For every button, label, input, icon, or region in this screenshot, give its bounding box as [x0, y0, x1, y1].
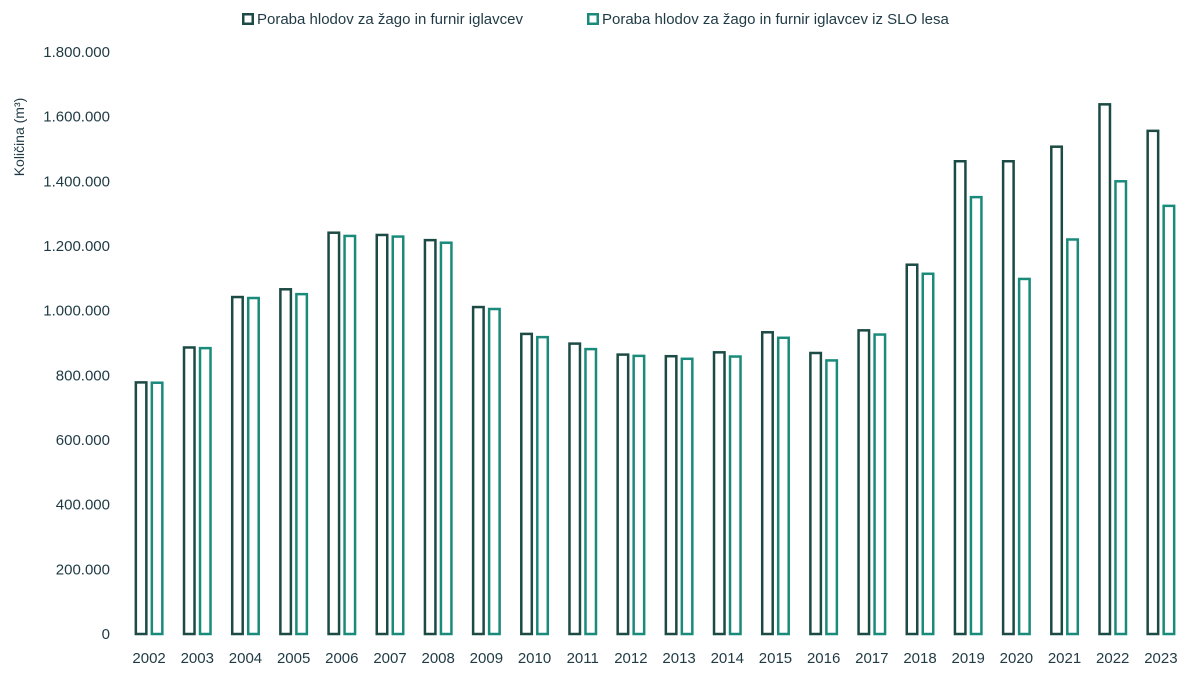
x-tick-label: 2004 [229, 650, 262, 667]
bar-total-2018 [905, 263, 919, 636]
bar-slo-2020 [1017, 277, 1031, 636]
bar-total-2006 [327, 231, 341, 636]
bar-total-2015 [760, 331, 774, 636]
y-tick-label: 1.600.000 [43, 109, 110, 126]
y-tick-label: 0 [102, 626, 110, 643]
x-tick-label: 2021 [1048, 650, 1081, 667]
bar-total-2017 [857, 329, 871, 636]
bar-slo-2013 [680, 357, 694, 636]
bar-slo-2021 [1066, 238, 1080, 636]
bar-slo-2003 [198, 346, 212, 636]
legend-label: Poraba hlodov za žago in furnir iglavcev… [602, 11, 950, 28]
bar-slo-2023 [1162, 204, 1176, 636]
bar-total-2016 [809, 351, 823, 636]
bar-slo-2010 [536, 335, 550, 636]
y-tick-label: 200.000 [56, 561, 110, 578]
legend-label: Poraba hlodov za žago in furnir iglavcev [257, 11, 523, 28]
x-tick-label: 2016 [807, 650, 840, 667]
x-axis: 2002 2003 2004 2005 2006 2007 2008 2009 2010 2011… [132, 650, 1177, 667]
legend-swatch [242, 13, 254, 25]
bar-total-2013 [664, 354, 678, 636]
bar-slo-2016 [825, 359, 839, 636]
bar-total-2010 [520, 332, 534, 636]
bar-slo-2011 [584, 347, 598, 636]
bar-total-2009 [471, 305, 485, 636]
bar-total-2004 [230, 295, 244, 636]
x-tick-label: 2006 [325, 650, 358, 667]
bar-slo-2019 [969, 195, 983, 636]
bar-slo-2007 [391, 235, 405, 636]
bar-slo-2004 [246, 296, 260, 636]
x-tick-label: 2009 [470, 650, 503, 667]
x-tick-label: 2011 [567, 650, 599, 667]
bar-total-2007 [375, 233, 389, 636]
y-tick-label: 1.200.000 [43, 238, 110, 255]
x-tick-label: 2013 [662, 650, 695, 667]
bar-total-2021 [1050, 145, 1064, 636]
x-tick-label: 2022 [1096, 650, 1129, 667]
bar-slo-2014 [728, 355, 742, 636]
y-axis: 0 200.000 400.000 600.000 800.000 1.000.000 1.… [43, 44, 110, 643]
bar-slo-2012 [632, 354, 646, 636]
y-tick-label: 600.000 [56, 432, 110, 449]
x-tick-label: 2007 [373, 650, 406, 667]
y-axis-label: Količina (m³) [11, 98, 27, 177]
bar-slo-2006 [343, 234, 357, 636]
x-tick-label: 2008 [421, 650, 454, 667]
bar-total-2012 [616, 353, 630, 636]
bar-total-2011 [568, 342, 582, 636]
y-tick-label: 1.800.000 [43, 44, 110, 61]
x-tick-label: 2012 [614, 650, 647, 667]
bar-slo-2008 [439, 241, 453, 636]
legend-swatch [587, 13, 599, 25]
bar-slo-2002 [150, 381, 164, 636]
bar-total-2005 [279, 288, 293, 636]
x-tick-label: 2014 [711, 650, 744, 667]
y-tick-label: 800.000 [56, 367, 110, 384]
bar-slo-2009 [487, 307, 501, 636]
x-tick-label: 2010 [518, 650, 551, 667]
x-tick-label: 2018 [903, 650, 936, 667]
x-tick-label: 2002 [132, 650, 165, 667]
y-tick-label: 400.000 [56, 497, 110, 514]
bar-total-2023 [1146, 129, 1160, 636]
bar-slo-2018 [921, 272, 935, 636]
bar-slo-2005 [295, 292, 309, 636]
bar-total-2002 [134, 381, 148, 636]
bars [134, 103, 1176, 636]
bar-slo-2022 [1114, 180, 1128, 636]
bar-total-2003 [182, 346, 196, 636]
bar-total-2020 [1001, 159, 1015, 636]
x-tick-label: 2005 [277, 650, 310, 667]
bar-total-2022 [1098, 103, 1112, 636]
bar-slo-2017 [873, 333, 887, 636]
x-tick-label: 2003 [181, 650, 214, 667]
bar-total-2008 [423, 238, 437, 636]
bar-slo-2015 [776, 336, 790, 636]
x-tick-label: 2015 [759, 650, 792, 667]
y-tick-label: 1.000.000 [43, 303, 110, 320]
y-tick-label: 1.400.000 [43, 173, 110, 190]
legend: Poraba hlodov za žago in furnir iglavcev… [242, 11, 950, 28]
x-tick-label: 2023 [1144, 650, 1177, 667]
x-tick-label: 2020 [1000, 650, 1033, 667]
x-tick-label: 2019 [951, 650, 984, 667]
x-tick-label: 2017 [855, 650, 888, 667]
bar-total-2019 [953, 159, 967, 636]
bar-total-2014 [712, 351, 726, 636]
